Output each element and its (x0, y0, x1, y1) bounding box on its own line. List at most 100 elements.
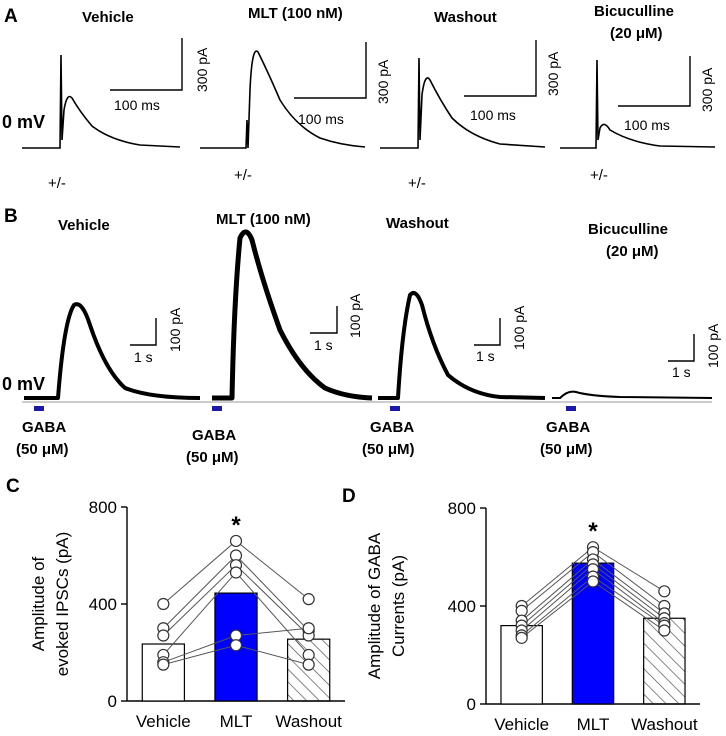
panel-a-scalebar-4: 100 ms 300 pA (618, 56, 715, 133)
panel-b-trace-vehicle (24, 302, 201, 400)
panel-a-title-vehicle: Vehicle (82, 9, 134, 26)
svg-text:300 pA: 300 pA (545, 51, 561, 96)
subject-point (302, 658, 315, 671)
panel-b-title-vehicle: Vehicle (58, 217, 110, 234)
panel-a-trace-bicuculline (560, 59, 716, 149)
panel-a-title-mlt: MLT (100 nM) (248, 5, 343, 22)
subject-point (302, 593, 315, 606)
panel-a-zero-label: 0 mV (2, 112, 45, 132)
svg-text:300 pA: 300 pA (194, 47, 210, 92)
panel-a-stim-1: +/- (48, 175, 66, 192)
subject-point (157, 629, 170, 642)
panel-b-gaba-label-2: GABA (50 μM) (186, 427, 239, 466)
svg-text:(50 μM): (50 μM) (540, 441, 593, 458)
svg-text:100 ms: 100 ms (114, 97, 160, 113)
panel-a-trace-vehicle (22, 54, 181, 149)
panel-a-title-bicuculline-conc: (20 μM) (610, 25, 663, 42)
svg-text:1 s: 1 s (314, 337, 333, 353)
panel-a: A 0 mV Vehicle MLT (100 nM) Washout Bicu… (2, 3, 716, 192)
svg-text:300 pA: 300 pA (375, 59, 391, 104)
x-tick-label: MLT (577, 715, 610, 734)
x-tick-label: Vehicle (136, 712, 191, 731)
significance-marker: * (588, 518, 598, 545)
subject-point (658, 585, 671, 598)
panel-b-gaba-label-4: GABA (50 μM) (540, 419, 593, 458)
panel-d-letter: D (342, 486, 356, 507)
y-axis-label-line1: Amplitude of (29, 556, 48, 651)
y-tick-label: 800 (89, 498, 117, 517)
panel-b-title-washout: Washout (386, 215, 449, 232)
subject-point (157, 658, 170, 671)
panel-b-scalebar-1: 1 s 100 pA (130, 307, 183, 365)
svg-text:GABA: GABA (546, 419, 590, 436)
svg-text:100 ms: 100 ms (470, 107, 516, 123)
panel-a-trace-mlt (200, 50, 366, 149)
svg-text:(50 μM): (50 μM) (362, 441, 415, 458)
panel-a-scalebar-2: 100 ms 300 pA (294, 42, 391, 127)
panel-b-letter: B (4, 206, 18, 227)
subject-point (229, 566, 243, 579)
panel-b-title-bicuculline: Bicuculline (588, 221, 668, 238)
y-axis-label-line2: evoked IPSCs (pA) (53, 532, 72, 677)
svg-text:GABA: GABA (370, 419, 414, 436)
panel-b-gaba-label-3: GABA (50 μM) (362, 419, 415, 458)
y-axis-label-line1: Amplitude of GABA (365, 532, 384, 679)
panel-b-trace-washout (378, 291, 546, 400)
panel-a-title-bicuculline: Bicuculline (594, 3, 674, 20)
chart-d: 0 400 800 Amplitude of GABA Currents (pA) * Ve… (365, 499, 700, 734)
subject-point (302, 622, 315, 635)
y-tick-label: 400 (448, 597, 476, 616)
panel-a-stim-2: +/- (234, 167, 252, 184)
panel-b-zero-label: 0 mV (2, 374, 45, 394)
panel-a-title-washout: Washout (434, 9, 497, 26)
panel-b-scalebar-2: 1 s 100 pA (310, 293, 363, 353)
subject-point (229, 639, 243, 652)
subject-point (586, 575, 600, 588)
y-tick-label: 400 (89, 595, 117, 614)
x-tick-label: Vehicle (494, 715, 549, 734)
y-tick-label: 0 (108, 692, 117, 711)
svg-text:1 s: 1 s (476, 348, 495, 364)
subject-point (658, 624, 671, 637)
panel-a-stim-4: +/- (590, 167, 608, 184)
x-tick-label: MLT (220, 712, 253, 731)
panel-a-letter: A (4, 6, 18, 27)
panel-b-title-mlt: MLT (100 nM) (216, 211, 311, 228)
panel-b-scalebar-4: 1 s 100 pA (668, 323, 721, 380)
y-tick-label: 0 (467, 695, 476, 714)
svg-text:300 pA: 300 pA (699, 67, 715, 112)
panel-b-scalebar-3: 1 s 100 pA (474, 305, 527, 364)
svg-text:(50 μM): (50 μM) (16, 441, 69, 458)
svg-text:100 pA: 100 pA (511, 305, 527, 350)
panel-b-gaba-bar-4 (566, 406, 576, 411)
svg-text:GABA: GABA (192, 427, 236, 444)
subject-point (515, 631, 528, 644)
panel-b-trace-bicuculline (552, 390, 713, 399)
svg-text:100 pA: 100 pA (167, 307, 183, 352)
svg-text:100 pA: 100 pA (347, 293, 363, 338)
panel-a-scalebar-3: 100 ms 300 pA (464, 40, 561, 123)
x-tick-label: Washout (275, 712, 342, 731)
significance-marker: * (231, 512, 241, 539)
panel-b-title-bicuculline-conc: (20 μM) (606, 243, 659, 260)
svg-text:100 pA: 100 pA (705, 323, 721, 368)
panel-b: B 0 mV Vehicle MLT (100 nM) Washout Bicu… (2, 206, 721, 466)
panel-a-trace-washout (380, 57, 546, 149)
svg-text:100 ms: 100 ms (624, 117, 670, 133)
panel-b-gaba-bar-3 (390, 406, 400, 411)
panel-b-gaba-bar-2 (212, 406, 222, 411)
chart-c: 0 400 800 Amplitude of evoked IPSCs (pA) * Veh… (29, 498, 345, 731)
svg-text:(50 μM): (50 μM) (186, 449, 239, 466)
subject-point (229, 534, 243, 548)
panel-b-gaba-label-1: GABA (50 μM) (16, 419, 69, 458)
panel-b-trace-mlt (212, 229, 373, 401)
svg-text:GABA: GABA (22, 419, 66, 436)
panel-a-scalebar-1: 100 ms 300 pA (110, 38, 210, 113)
subject-point (157, 597, 170, 611)
svg-text:1 s: 1 s (134, 349, 153, 365)
panel-b-gaba-bar-1 (34, 406, 44, 411)
x-tick-label: Washout (631, 715, 698, 734)
y-axis-label-line2: Currents (pA) (389, 555, 408, 657)
y-tick-label: 800 (448, 499, 476, 518)
